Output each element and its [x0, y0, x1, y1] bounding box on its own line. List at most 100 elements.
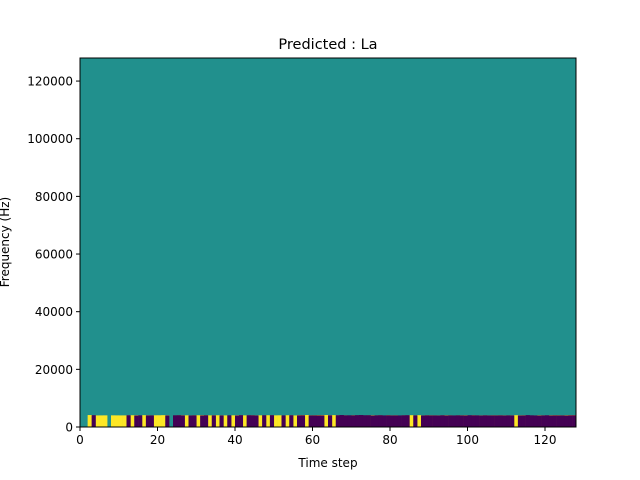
- heatmap-cell-low: [533, 415, 538, 428]
- heatmap-cell-low: [537, 415, 542, 428]
- heatmap-cell-low: [362, 415, 368, 428]
- plot-background: [80, 58, 576, 427]
- heatmap-cell-low: [436, 415, 441, 428]
- y-axis-label: Frequency (Hz): [0, 197, 12, 288]
- heatmap-cell-low: [564, 415, 569, 428]
- heatmap-cell-high: [122, 415, 127, 428]
- heatmap-cell-low: [343, 415, 348, 428]
- y-tick-label: 20000: [35, 363, 73, 377]
- heatmap-cell-low: [432, 415, 437, 428]
- heatmap-cell-low: [382, 415, 387, 428]
- heatmap-cell-low: [556, 415, 561, 428]
- heatmap-cell-high: [118, 415, 123, 428]
- heatmap-cell-low: [227, 415, 232, 428]
- heatmap-cell-low: [281, 415, 286, 428]
- heatmap-cell-low: [471, 415, 476, 428]
- heatmap-cell-low: [300, 415, 306, 428]
- heatmap-cell-low: [455, 415, 461, 428]
- heatmap-cell-low: [91, 415, 96, 428]
- chart-title: Predicted : La: [278, 37, 377, 53]
- heatmap-cell-low: [490, 415, 495, 428]
- heatmap-cell-low: [428, 415, 433, 428]
- heatmap-cell-low: [180, 415, 185, 428]
- heatmap-cell-low: [494, 415, 499, 428]
- heatmap-cell-low: [359, 415, 364, 428]
- heatmap-cell-high: [231, 415, 236, 428]
- heatmap-cell-low: [378, 415, 383, 427]
- heatmap-cell-high: [293, 415, 298, 428]
- heatmap-cell-high: [114, 415, 120, 428]
- heatmap-cell-low: [145, 415, 151, 428]
- heatmap-cell-low: [200, 415, 205, 428]
- heatmap-cell-high: [324, 415, 329, 427]
- heatmap-cell-low: [312, 415, 317, 428]
- heatmap-cell-low: [397, 415, 402, 428]
- heatmap-cell-high: [95, 415, 100, 428]
- heatmap-cell-high: [103, 415, 108, 428]
- heatmap-cell-high: [130, 415, 135, 428]
- heatmap-cell-high: [161, 415, 166, 427]
- heatmap-cell-high: [111, 415, 116, 428]
- x-tick-label: 80: [382, 433, 397, 447]
- heatmap-cell-low: [568, 415, 573, 428]
- heatmap-cell-low: [126, 415, 131, 428]
- heatmap-cell-low: [192, 415, 197, 428]
- heatmap-cell-low: [262, 415, 267, 428]
- heatmap-cells: [87, 415, 577, 428]
- heatmap-cell-high: [331, 415, 337, 428]
- heatmap-cell-low: [506, 415, 511, 428]
- heatmap-cell-high: [258, 415, 263, 428]
- heatmap-cell-high: [153, 415, 158, 428]
- heatmap-cell-high: [266, 415, 271, 428]
- heatmap-cell-low: [235, 415, 240, 428]
- heatmap-cell-low: [560, 415, 565, 428]
- y-tick-label: 100000: [27, 132, 73, 146]
- heatmap-cell-low: [459, 415, 464, 428]
- x-tick-label: 60: [305, 433, 320, 447]
- x-tick-label: 20: [150, 433, 165, 447]
- heatmap-cell-low: [374, 415, 379, 428]
- heatmap-cell-low: [444, 415, 449, 428]
- heatmap-cell-high: [514, 415, 519, 428]
- heatmap-cell-low: [308, 415, 313, 428]
- heatmap-cell-low: [440, 415, 445, 428]
- heatmap-cell-low: [335, 415, 340, 428]
- heatmap-cell-low: [521, 415, 526, 428]
- heatmap-cell-low: [316, 415, 321, 428]
- y-tick-label: 120000: [27, 75, 73, 89]
- heatmap-cell-high: [196, 415, 201, 428]
- heatmap-cell-low: [483, 415, 488, 428]
- heatmap-cell-high: [285, 415, 290, 428]
- heatmap-cell-high: [142, 415, 147, 428]
- heatmap-cell-low: [541, 415, 546, 428]
- x-tick-label: 100: [456, 433, 479, 447]
- heatmap-cell-high: [242, 415, 247, 428]
- heatmap-cell-low: [498, 415, 503, 428]
- heatmap-cell-low: [165, 415, 170, 428]
- heatmap-cell-high: [304, 415, 309, 428]
- heatmap-cell-low: [467, 415, 472, 428]
- heatmap-cell-low: [463, 415, 468, 428]
- heatmap-cell-high: [417, 415, 422, 427]
- heatmap-cell-low: [339, 415, 344, 427]
- heatmap-cell-high: [215, 415, 220, 428]
- y-tick-label: 0: [65, 421, 73, 435]
- heatmap-cell-low: [138, 415, 143, 428]
- heatmap-cell-low: [452, 415, 457, 428]
- heatmap-cell-high: [277, 415, 282, 428]
- heatmap-cell-low: [502, 415, 507, 428]
- heatmap-cell-low: [366, 415, 371, 427]
- heatmap-cell-low: [529, 415, 534, 428]
- heatmap-cell-low: [401, 415, 406, 428]
- x-axis-ticks: 0 20 40 60 80 100 120: [76, 427, 556, 447]
- heatmap-cell-low: [572, 415, 577, 428]
- heatmap-cell-low: [176, 415, 182, 427]
- heatmap-cell-low: [173, 415, 178, 428]
- heatmap-cell-low: [386, 415, 391, 428]
- heatmap-cell-low: [188, 415, 193, 428]
- heatmap-cell-low: [421, 415, 426, 428]
- y-tick-label: 60000: [35, 248, 73, 262]
- heatmap-cell-low: [351, 415, 356, 428]
- heatmap-cell-low: [250, 415, 255, 428]
